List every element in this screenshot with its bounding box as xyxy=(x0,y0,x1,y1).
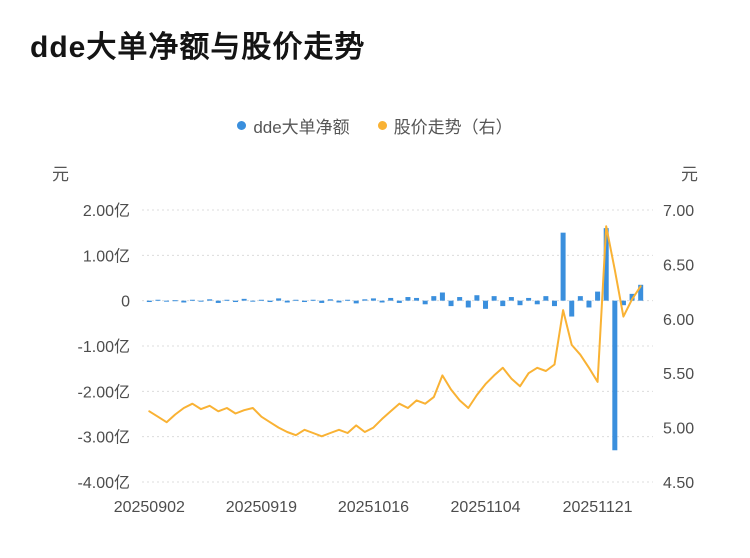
svg-text:0: 0 xyxy=(121,294,130,311)
svg-text:4.50: 4.50 xyxy=(663,475,694,492)
svg-text:20251104: 20251104 xyxy=(451,499,521,516)
svg-text:5.50: 5.50 xyxy=(663,366,694,383)
svg-text:20251121: 20251121 xyxy=(563,499,633,516)
svg-text:7.00: 7.00 xyxy=(663,203,694,220)
svg-text:-1.00亿: -1.00亿 xyxy=(78,338,130,356)
svg-text:-2.00亿: -2.00亿 xyxy=(78,383,130,401)
svg-text:-4.00亿: -4.00亿 xyxy=(78,474,130,492)
legend-label-price: 股价走势（右） xyxy=(393,118,513,137)
svg-text:1.00亿: 1.00亿 xyxy=(83,247,130,265)
svg-text:2.00亿: 2.00亿 xyxy=(83,202,130,220)
right-axis-unit-label: 元 xyxy=(681,165,698,184)
svg-text:-3.00亿: -3.00亿 xyxy=(78,429,130,447)
legend-label-dde: dde大单净额 xyxy=(253,118,350,137)
svg-text:20250919: 20250919 xyxy=(226,499,297,516)
left-axis-unit-label: 元 xyxy=(52,165,69,184)
chart-title: dde大单净额与股价走势 xyxy=(30,31,366,64)
legend-dot-dde-icon xyxy=(237,121,247,130)
svg-text:6.50: 6.50 xyxy=(663,257,694,274)
legend-dot-price-icon xyxy=(377,121,387,130)
svg-text:20250902: 20250902 xyxy=(114,499,185,516)
svg-text:5.00: 5.00 xyxy=(663,421,694,438)
svg-text:6.00: 6.00 xyxy=(663,312,694,329)
svg-text:20251016: 20251016 xyxy=(338,499,409,516)
legend: dde大单净额 股价走势（右） xyxy=(0,113,750,138)
chart-plot: 2.00亿 1.00亿 0 -1.00亿 -2.00亿 -3.00亿 -4.00亿 7.00 6… xyxy=(78,202,695,516)
legend-item-price[interactable]: 股价走势（右） xyxy=(377,113,513,138)
legend-item-dde[interactable]: dde大单净额 xyxy=(237,113,350,138)
